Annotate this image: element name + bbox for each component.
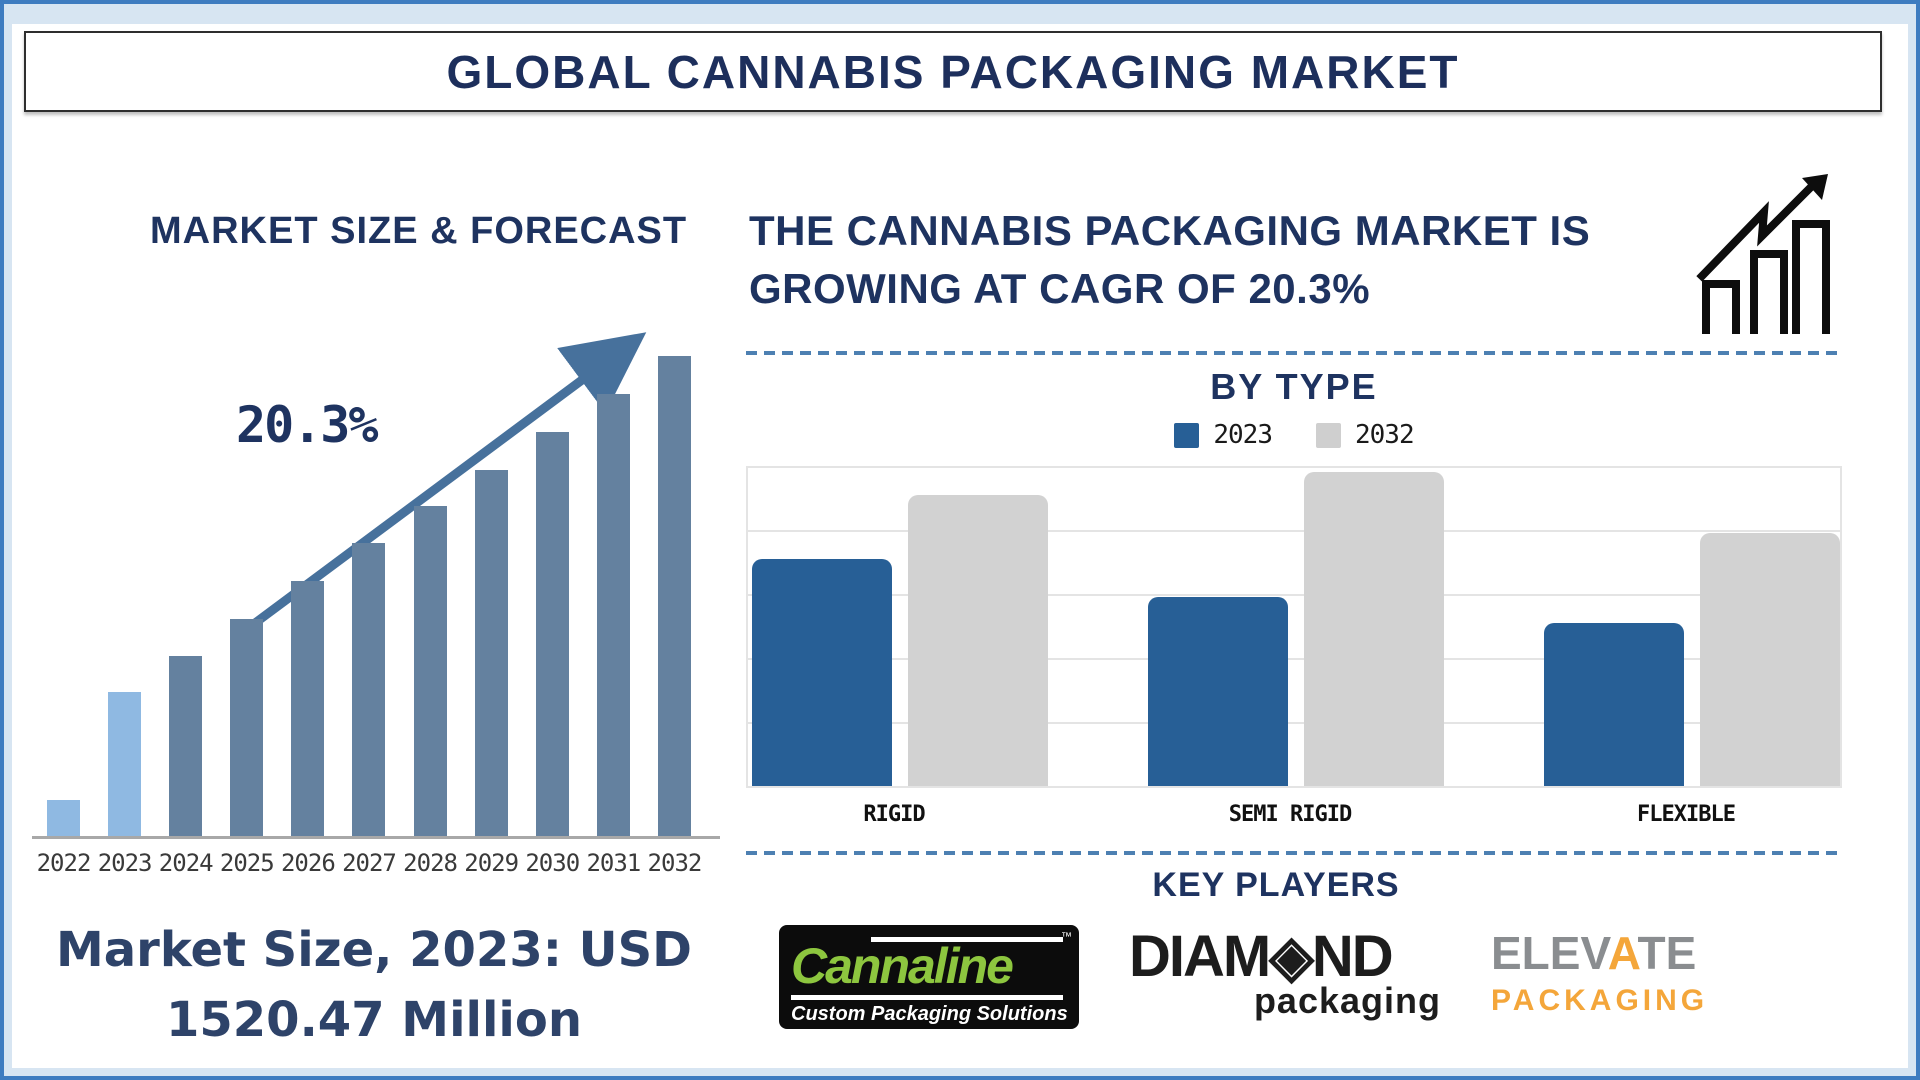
diamond-packaging-subtext: packaging <box>1253 980 1441 1021</box>
legend-item-2032: 2032 <box>1316 420 1415 450</box>
year-label-2031: 2031 <box>586 849 641 877</box>
bytype-bar-flexible-2032 <box>1700 533 1840 786</box>
legend-swatch-2023 <box>1174 422 1200 448</box>
forecast-bar-2025 <box>230 619 264 837</box>
bytype-title: BY TYPE <box>1210 366 1378 407</box>
bytype-bar-flexible-2023 <box>1544 623 1684 786</box>
cagr-headline-line1: THE CANNABIS PACKAGING MARKET IS <box>749 207 1591 254</box>
cagr-headline: THE CANNABIS PACKAGING MARKET IS GROWING… <box>749 202 1590 318</box>
market-size-line1: Market Size, 2023: USD <box>55 922 693 978</box>
diamond-packaging-logo: DIAM◈ND packaging <box>1129 922 1441 1022</box>
divider-dashed-top <box>746 351 1842 355</box>
forecast-bar-2030 <box>535 432 569 837</box>
legend-label-2032: 2032 <box>1355 420 1415 450</box>
cannaline-trademark: ™ <box>1061 931 1072 943</box>
forecast-bar-2028 <box>413 506 447 837</box>
bytype-legend: 2023 2032 <box>746 420 1842 450</box>
elevate-wordmark: ELEVATE <box>1491 926 1741 980</box>
year-label-2025: 2025 <box>219 849 275 877</box>
bytype-labels: RIGID SEMI RIGID FLEXIBLE <box>746 802 1842 832</box>
cannaline-wordmark: Cannaline <box>791 938 1014 994</box>
diamond-icon: ◈ <box>1269 924 1314 989</box>
year-label-2023: 2023 <box>97 849 153 877</box>
elevate-packaging-subtext: PACKAGING <box>1491 984 1709 1017</box>
forecast-bar-2023 <box>108 692 142 837</box>
year-label-2030: 2030 <box>525 849 580 877</box>
forecast-bar-2031 <box>596 394 630 837</box>
cannaline-tagline: Custom Packaging Solutions <box>791 1003 1068 1025</box>
diamond-wordmark-right: ND <box>1311 924 1394 989</box>
cagr-headline-line2: GROWING AT CAGR OF 20.3% <box>749 265 1371 312</box>
forecast-bars <box>47 356 691 837</box>
title-bar: GLOBAL CANNABIS PACKAGING MARKET <box>24 31 1882 112</box>
forecast-bar-2029 <box>474 470 508 837</box>
legend-item-2023: 2023 <box>1174 420 1273 450</box>
forecast-bar-2027 <box>352 543 386 837</box>
key-players-title: KEY PLAYERS <box>1152 866 1400 904</box>
cagr-annotation: 20.3% <box>236 396 379 454</box>
year-label-2022: 2022 <box>36 849 92 877</box>
bytype-bar-semi-rigid-2023 <box>1148 597 1288 786</box>
diamond-wordmark-left: DIAM <box>1129 924 1271 989</box>
page-title: GLOBAL CANNABIS PACKAGING MARKET <box>446 45 1460 98</box>
bytype-bar-semi-rigid-2032 <box>1304 472 1444 786</box>
category-label-semi-rigid: SEMI RIGID <box>1228 802 1352 827</box>
forecast-bar-2026 <box>291 581 325 837</box>
forecast-year-labels: 2022 2023 2024 2025 2026 2027 2028 2029 2030 2031… <box>36 849 703 877</box>
elevate-wordmark-suffix: TE <box>1637 927 1697 979</box>
diamond-wordmark: DIAM◈ND <box>1129 922 1441 990</box>
bytype-bar-rigid-2023 <box>752 559 892 786</box>
year-label-2032: 2032 <box>647 849 703 877</box>
category-label-flexible: FLEXIBLE <box>1637 802 1736 827</box>
year-label-2024: 2024 <box>158 849 214 877</box>
legend-label-2023: 2023 <box>1213 420 1273 450</box>
forecast-bar-2032 <box>657 356 691 837</box>
cannaline-bottom-rule <box>791 995 1063 1000</box>
market-size-callout: Market Size, 2023: USD 1520.47 Million <box>34 916 714 1055</box>
cannaline-top-rule <box>871 937 1063 942</box>
elevate-packaging-logo: ELEVATE PACKAGING <box>1491 926 1741 1018</box>
legend-swatch-2032 <box>1316 422 1341 448</box>
bytype-plot <box>746 466 1842 788</box>
elevate-accent-letter: A <box>1607 927 1638 979</box>
elevate-wordmark-prefix: ELEV <box>1491 927 1608 979</box>
forecast-bar-2024 <box>169 656 203 837</box>
category-label-rigid: RIGID <box>863 802 925 827</box>
year-label-2029: 2029 <box>464 849 519 877</box>
bytype-bar-rigid-2032 <box>908 495 1048 786</box>
cannaline-logo: Cannaline ™ Custom Packaging Solutions <box>779 925 1079 1029</box>
forecast-section-title: MARKET SIZE & FORECAST <box>150 210 688 252</box>
forecast-axis-line <box>32 836 720 839</box>
bar-chart-growth-icon <box>1696 174 1830 334</box>
divider-dashed-bottom <box>746 851 1842 855</box>
year-label-2028: 2028 <box>403 849 458 877</box>
market-size-line2: 1520.47 Million <box>165 991 583 1048</box>
year-label-2026: 2026 <box>280 849 336 877</box>
forecast-bar-2022 <box>47 800 80 837</box>
year-label-2027: 2027 <box>342 849 397 877</box>
